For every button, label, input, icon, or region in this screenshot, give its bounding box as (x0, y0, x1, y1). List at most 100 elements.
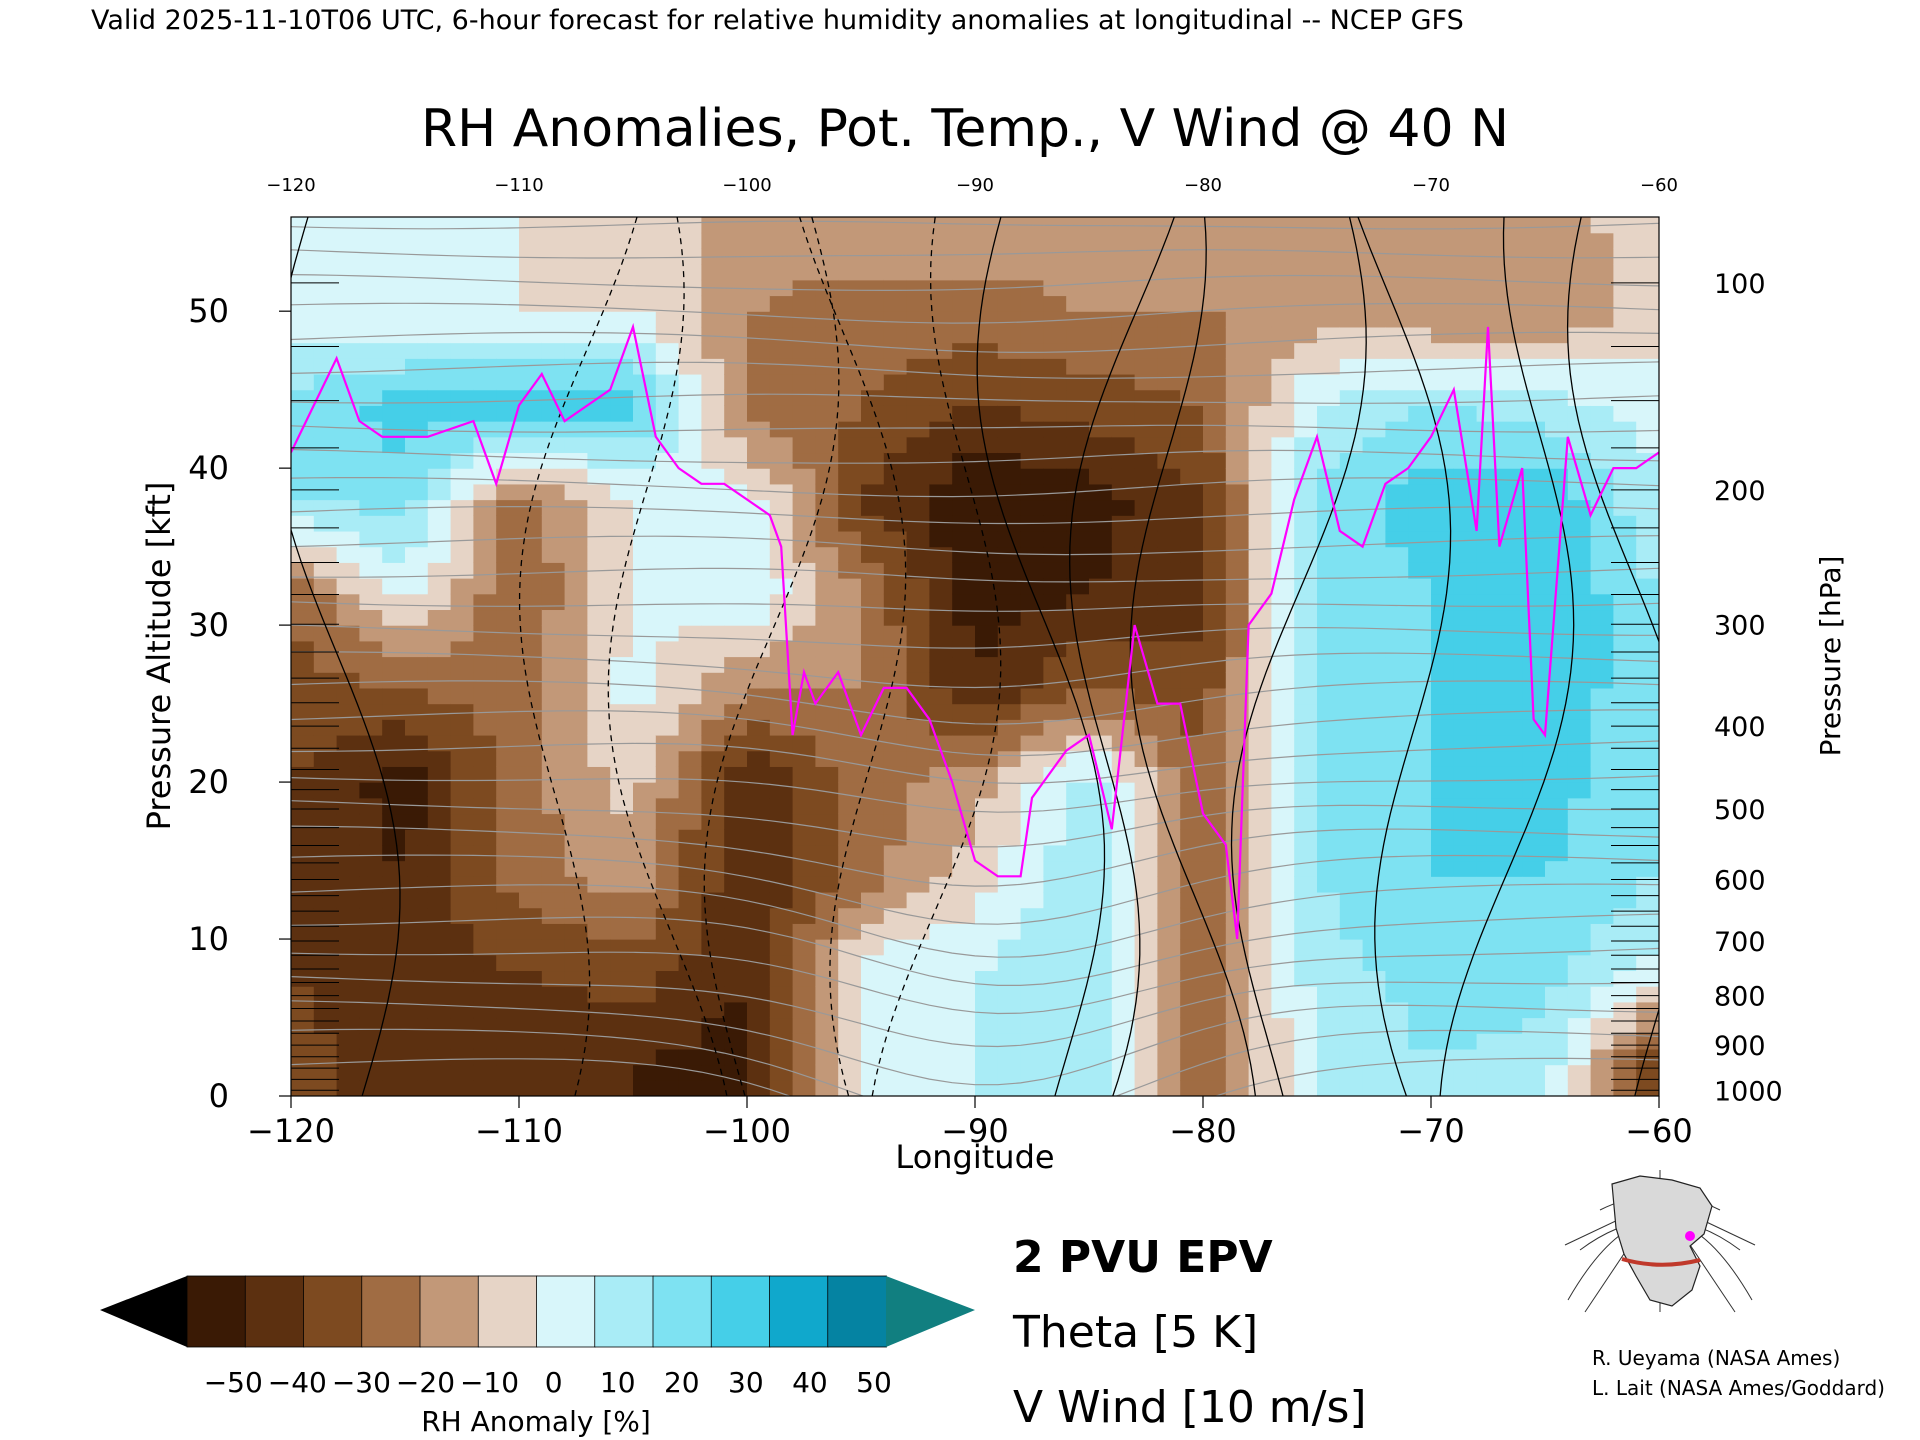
heatmap-cell (610, 264, 634, 281)
heatmap-cell (1499, 766, 1523, 783)
heatmap-cell (861, 546, 885, 563)
heatmap-cell (952, 248, 976, 265)
heatmap-cell (1499, 217, 1523, 234)
heatmap-cell (633, 750, 657, 767)
heatmap-cell (1225, 1017, 1250, 1034)
heatmap-cell (1203, 421, 1227, 438)
heatmap-cell (1476, 530, 1500, 548)
heatmap-cell (701, 672, 725, 689)
heatmap-cell (1567, 891, 1592, 909)
heatmap-cell (1339, 672, 1364, 689)
heatmap-cell (952, 860, 976, 877)
heatmap-cell (1636, 625, 1659, 642)
heatmap-cell (1180, 436, 1204, 454)
colorbar-ticks: −50 −40 −30 −20 −10 0 10 20 30 40 50 (204, 1366, 892, 1399)
heatmap-cell (906, 264, 930, 281)
heatmap-cell (587, 970, 611, 987)
heatmap-cell (541, 829, 566, 846)
heatmap-cell (519, 326, 543, 344)
heatmap-cell (1180, 264, 1204, 281)
heatmap-cell (1636, 609, 1659, 626)
heatmap-cell (541, 562, 566, 579)
heatmap-cell (1499, 782, 1523, 799)
heatmap-cell (1431, 1033, 1455, 1050)
heatmap-cell (838, 264, 862, 281)
heatmap-cell (815, 1064, 839, 1081)
heatmap-cell (587, 1080, 611, 1096)
heatmap-cell (1317, 766, 1341, 783)
heatmap-cell (1339, 1033, 1364, 1050)
heatmap-cell (1180, 562, 1204, 579)
heatmap-cell (1225, 782, 1250, 799)
heatmap-cell (724, 703, 748, 720)
heatmap-cell (1636, 640, 1659, 658)
heatmap-cell (313, 844, 338, 862)
heatmap-cell (701, 421, 725, 438)
heatmap-cell (724, 640, 748, 658)
heatmap-cell (747, 326, 771, 344)
heatmap-cell (1545, 530, 1569, 548)
heatmap-cell (1111, 829, 1136, 846)
heatmap-cell (1567, 970, 1592, 987)
heatmap-cell (1453, 766, 1478, 783)
heatmap-cell (1453, 389, 1478, 406)
heatmap-cell (975, 326, 999, 344)
heatmap-cell (359, 232, 383, 249)
heatmap-cell (1499, 797, 1523, 815)
heatmap-cell (1567, 813, 1592, 830)
heatmap-cell (701, 373, 725, 391)
heatmap-cell (724, 452, 748, 469)
heatmap-cell (1066, 468, 1090, 485)
heatmap-cell (1294, 515, 1318, 532)
heatmap-cell (1180, 452, 1204, 469)
heatmap-cell (1567, 782, 1592, 799)
heatmap-cell (838, 939, 862, 956)
heatmap-cell (861, 860, 885, 877)
heatmap-cell (1453, 1048, 1478, 1066)
heatmap-cell (473, 687, 497, 705)
heatmap-cell (1613, 954, 1637, 972)
heatmap-cell (1066, 342, 1090, 359)
heatmap-cell (861, 1033, 885, 1050)
heatmap-cell (1271, 609, 1295, 626)
heatmap-cell (336, 734, 360, 752)
heatmap-cell (1385, 923, 1409, 940)
heatmap-cell (747, 672, 771, 689)
heatmap-cell (701, 1064, 725, 1081)
heatmap-cell (336, 844, 360, 862)
heatmap-cell (473, 625, 497, 642)
heatmap-cell (861, 672, 885, 689)
heatmap-cell (1613, 656, 1637, 673)
heatmap-cell (1020, 530, 1044, 548)
header-text: Valid 2025-11-10T06 UTC, 6-hour forecast… (91, 5, 1464, 36)
heatmap-cell (1613, 609, 1637, 626)
heatmap-cell (1590, 797, 1614, 815)
heatmap-cell (1567, 766, 1592, 783)
heatmap-cell (1225, 954, 1250, 972)
heatmap-cell (1089, 436, 1113, 454)
heatmap-cell (291, 687, 315, 705)
theta-contour-line (291, 424, 1659, 433)
heatmap-cell (1203, 986, 1227, 1003)
heatmap-cell (1066, 1017, 1090, 1034)
heatmap-cell (405, 389, 429, 406)
heatmap-cell (701, 593, 725, 611)
heatmap-cell (952, 436, 976, 454)
heatmap-cell (1362, 530, 1386, 548)
heatmap-cell (405, 734, 429, 752)
heatmap-cell (815, 782, 839, 799)
heatmap-cell (313, 530, 338, 548)
heatmap-cell (1453, 593, 1478, 611)
heatmap-cell (291, 640, 315, 658)
heatmap-cell (1294, 248, 1318, 265)
heatmap-cell (1066, 593, 1090, 611)
heatmap-cell (952, 954, 976, 972)
heatmap-cell (427, 766, 452, 783)
heatmap-cell (541, 499, 566, 516)
heatmap-cell (724, 891, 748, 909)
heatmap-cell (1111, 578, 1136, 595)
heatmap-cell (724, 766, 748, 783)
heatmap-cell (1545, 719, 1569, 736)
theta-contour-line (291, 331, 1659, 354)
heatmap-cell (769, 499, 794, 516)
